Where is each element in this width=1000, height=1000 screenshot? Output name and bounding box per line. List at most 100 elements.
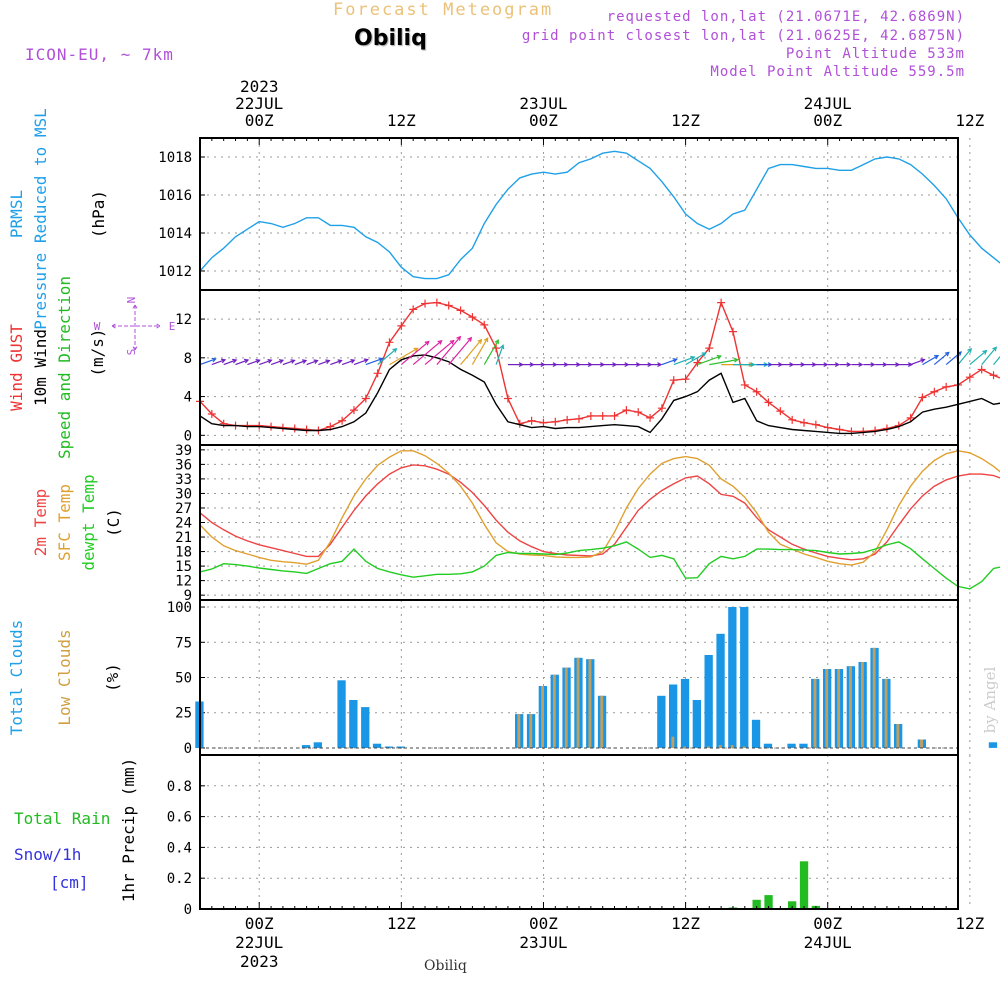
wind-arrow xyxy=(330,359,342,366)
wind-arrowhead xyxy=(811,362,817,368)
gust-marker xyxy=(764,398,773,407)
gust-marker xyxy=(811,420,820,429)
series-line-sfc-temp xyxy=(199,450,1000,566)
wind-compass: N S W E xyxy=(94,297,176,356)
wind-arrowhead xyxy=(302,359,308,364)
gust-marker xyxy=(669,376,678,385)
bar-total-rain xyxy=(788,901,797,909)
bar-total-clouds xyxy=(988,742,998,748)
bar-low-clouds xyxy=(849,666,852,748)
wind-arrowhead xyxy=(363,358,369,363)
wind-arrow xyxy=(957,348,972,365)
wind-arrowhead xyxy=(920,358,926,364)
wind-arrow xyxy=(235,359,249,366)
wind-arrowhead xyxy=(494,339,499,345)
bar-total-clouds xyxy=(680,678,690,748)
bar-low-clouds xyxy=(552,674,556,748)
compass-west: W xyxy=(94,320,101,333)
wind-arrowhead xyxy=(823,362,829,368)
gust-marker xyxy=(207,410,216,418)
wind-arrowhead xyxy=(846,362,852,368)
wind-arrow xyxy=(673,356,695,366)
panel-frame xyxy=(199,754,959,910)
gust-marker xyxy=(740,380,749,389)
wind-arrow xyxy=(294,359,307,366)
bar-total-clouds xyxy=(384,746,394,748)
bar-low-clouds xyxy=(541,686,544,748)
wind-arrow xyxy=(697,355,722,366)
gust-marker xyxy=(657,404,666,413)
wind-arrow xyxy=(424,340,455,366)
bar-low-clouds xyxy=(517,714,521,748)
panel-label: SFC Temp xyxy=(55,484,74,561)
bottom-time-label: 2023 xyxy=(240,952,279,971)
gust-marker xyxy=(243,421,252,430)
y-tick-label: 36 xyxy=(175,457,192,473)
panel-label: 2m Temp xyxy=(31,489,50,556)
wind-arrow xyxy=(460,339,482,365)
gust-marker xyxy=(693,358,702,367)
y-tick-label: 39 xyxy=(175,443,192,459)
gust-marker xyxy=(302,425,311,434)
panel-label: 10m Wind xyxy=(31,329,50,406)
bar-low-clouds xyxy=(837,669,841,748)
gust-marker xyxy=(977,365,986,374)
wind-arrow xyxy=(247,359,260,366)
wind-arrow xyxy=(922,355,939,366)
compass-north: N xyxy=(125,297,138,304)
wind-arrow xyxy=(471,337,489,365)
wind-arrow xyxy=(306,360,318,366)
wind-arrow xyxy=(389,347,418,366)
gust-marker xyxy=(503,394,512,403)
bar-low-clouds xyxy=(600,695,604,748)
wind-arrow xyxy=(318,360,330,366)
gust-marker xyxy=(728,327,737,336)
bar-total-clouds xyxy=(301,745,311,748)
y-tick-label: 1016 xyxy=(158,188,192,204)
requested-coords: requested lon,lat (21.0671E, 42.6869N) xyxy=(606,9,965,25)
wind-arrowhead xyxy=(313,359,319,364)
gust-marker xyxy=(385,338,394,347)
bar-low-clouds xyxy=(896,724,900,748)
wind-arrow xyxy=(258,359,272,366)
wind-arrowhead xyxy=(325,359,331,365)
wind-arrowhead xyxy=(220,358,227,364)
top-time-label: 24JUL xyxy=(804,94,852,113)
wind-arrowhead xyxy=(967,347,973,353)
wind-arrow xyxy=(993,355,1000,365)
gridpoint-coords: grid point closest lon,lat (21.0625E, 42… xyxy=(521,28,965,44)
wind-arrow xyxy=(412,340,442,366)
wind-arrowhead xyxy=(467,336,473,342)
panel-frame xyxy=(199,137,959,291)
wind-arrowhead xyxy=(672,358,678,363)
panel-wind: 0 4 8 12 Wind GUST 10m Wind Speed and Directio… xyxy=(7,276,1000,459)
bar-low-clouds xyxy=(706,746,710,748)
wind-arrowhead xyxy=(278,359,285,364)
model-altitude: Model Point Altitude 559.5m xyxy=(710,64,965,80)
bar-total-clouds xyxy=(751,719,761,748)
wind-arrow xyxy=(969,350,987,366)
gust-marker xyxy=(634,408,643,417)
bar-total-clouds xyxy=(716,633,725,748)
gust-marker xyxy=(421,299,430,308)
wind-arrow xyxy=(709,359,738,366)
series-line-10m-wind xyxy=(199,354,1000,435)
panel-label: PRMSL xyxy=(7,190,26,238)
y-tick-label: 8 xyxy=(184,351,192,367)
bar-total-clouds xyxy=(337,680,346,748)
gust-marker xyxy=(847,427,856,436)
series-line-wind-gust xyxy=(199,300,1000,433)
bottom-time-label: 12Z xyxy=(387,914,416,933)
gust-marker xyxy=(397,321,406,330)
gust-marker xyxy=(989,371,998,380)
panel-label: Low Clouds xyxy=(55,629,74,725)
bottom-time-label: 24JUL xyxy=(804,933,852,952)
y-tick-label: 18 xyxy=(175,545,192,561)
wind-arrowhead xyxy=(392,347,398,353)
wind-arrowhead xyxy=(716,354,722,360)
wind-arrowhead xyxy=(437,339,443,345)
gust-marker xyxy=(610,411,619,420)
compass-south: S xyxy=(125,349,138,356)
gust-marker xyxy=(539,418,548,427)
top-time-label: 2023 xyxy=(240,77,279,96)
